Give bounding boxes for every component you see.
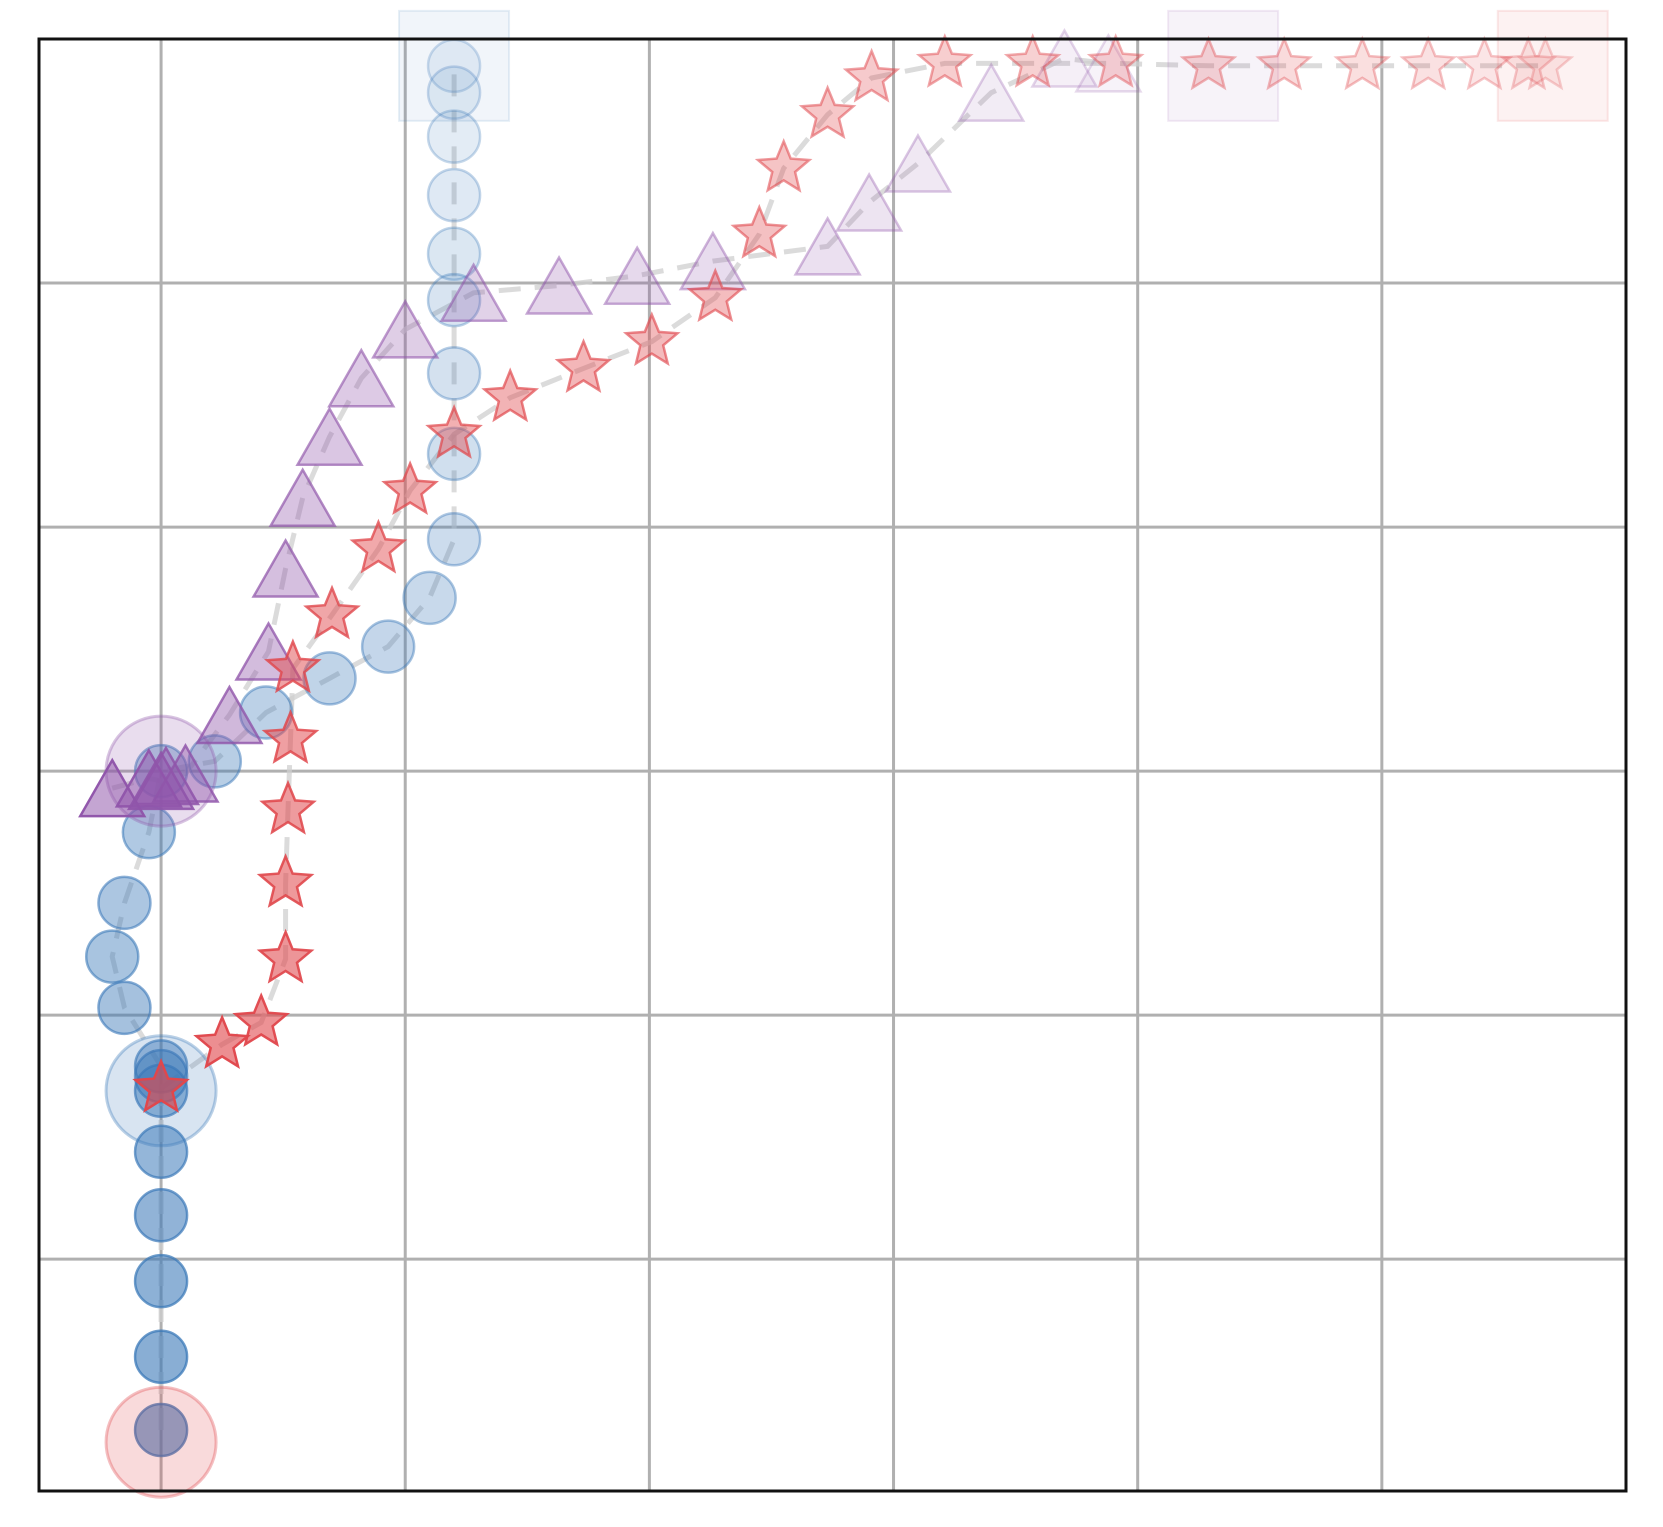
star-marker: [622, 311, 681, 367]
circle-marker: [426, 346, 482, 401]
grid-lines: [39, 39, 1626, 1491]
triangle-marker: [327, 347, 396, 408]
circle-marker: [133, 1187, 189, 1243]
triangle-marker: [251, 538, 320, 598]
triangle-marker: [524, 254, 594, 315]
triangle-marker: [151, 743, 220, 803]
star-marker: [381, 460, 439, 515]
circle-marker: [426, 167, 482, 223]
star-marker: [264, 638, 322, 694]
star-marker: [256, 853, 315, 908]
circle-marker: [426, 109, 482, 164]
trajectory-markers: [78, 9, 1609, 1499]
triangle-marker: [268, 467, 337, 528]
star-marker: [798, 84, 857, 140]
triangle-marker: [883, 132, 953, 193]
circle-marker: [426, 65, 482, 120]
circle-marker: [402, 570, 457, 626]
circle-marker: [238, 685, 294, 740]
triangle-marker: [195, 684, 264, 745]
triangle-marker: [834, 171, 904, 232]
circle-series: [84, 9, 511, 1458]
end-box-marker: [1167, 9, 1280, 122]
triangle-marker: [1074, 32, 1143, 93]
triangle-marker: [793, 215, 862, 276]
triangle-marker: [126, 750, 196, 811]
triangle-marker: [439, 262, 508, 323]
star-marker: [1333, 35, 1392, 91]
star-marker: [686, 267, 745, 323]
star-marker: [1516, 35, 1575, 91]
circle-marker: [97, 980, 152, 1036]
trajectory-line: [111, 55, 1109, 791]
circle-marker: [133, 1253, 189, 1309]
circle-marker: [426, 226, 482, 281]
circle-marker: [84, 929, 140, 984]
start-ring-marker: [104, 1385, 218, 1499]
triangle-marker: [295, 406, 364, 467]
star-marker: [261, 709, 320, 764]
triangle-marker: [603, 245, 672, 305]
triangle-marker: [678, 230, 748, 291]
circle-marker: [426, 512, 482, 567]
star-marker: [915, 33, 974, 88]
triangle-marker: [371, 298, 440, 359]
star-marker: [481, 367, 540, 423]
triangle-marker: [957, 62, 1026, 122]
circle-marker: [133, 1124, 189, 1180]
star-marker: [132, 1057, 190, 1113]
triangle-series: [78, 9, 1280, 828]
star-marker: [1399, 35, 1458, 91]
star-marker: [303, 584, 361, 640]
star-marker: [1086, 33, 1145, 88]
star-marker: [425, 403, 483, 459]
end-box-marker: [398, 9, 511, 122]
star-series: [104, 9, 1609, 1499]
circle-marker: [426, 38, 482, 94]
circle-marker: [133, 1402, 189, 1458]
end-box-marker: [1496, 9, 1609, 122]
star-marker: [256, 928, 315, 984]
circle-marker: [360, 619, 416, 674]
star-marker: [259, 779, 317, 835]
star-marker: [842, 47, 901, 103]
star-marker: [1179, 35, 1238, 91]
plot-frame: [37, 37, 1628, 1493]
triangle-marker: [131, 745, 201, 806]
star-marker: [193, 1014, 251, 1069]
star-marker: [1499, 35, 1558, 91]
star-marker: [554, 338, 613, 393]
star-marker: [754, 137, 813, 193]
circle-marker: [97, 875, 152, 931]
star-marker: [232, 992, 291, 1047]
star-marker: [349, 518, 408, 574]
triangle-marker: [1030, 28, 1099, 88]
star-marker: [1455, 35, 1514, 91]
star-marker: [1003, 33, 1062, 88]
star-marker: [1255, 35, 1314, 91]
circle-marker: [133, 1329, 189, 1385]
star-marker: [730, 203, 789, 259]
